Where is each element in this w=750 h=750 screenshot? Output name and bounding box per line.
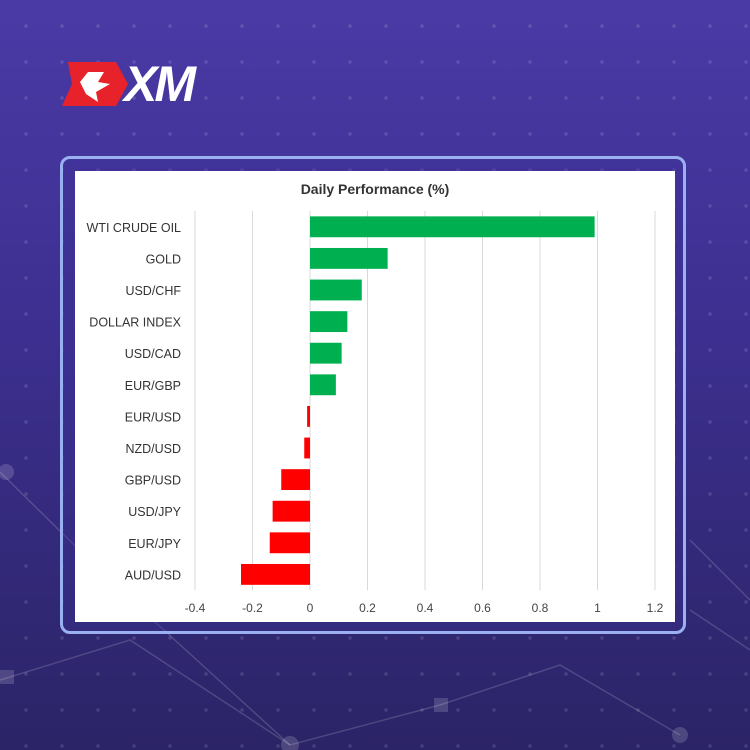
bar [310, 216, 595, 238]
bar [310, 342, 342, 364]
bar [269, 532, 310, 554]
bar [272, 500, 310, 522]
bar [310, 374, 336, 396]
x-tick-label: 0 [307, 601, 314, 615]
category-label: GBP/USD [125, 474, 181, 488]
x-tick-label: 0.2 [359, 601, 376, 615]
category-label: GOLD [146, 252, 181, 266]
chart-area: Daily Performance (%) -0.4 -0.2 0 0.2 0.4 0.6… [75, 171, 675, 622]
category-label: EUR/JPY [128, 537, 181, 551]
category-label: WTI CRUDE OIL [87, 221, 181, 235]
category-label: EUR/USD [125, 410, 181, 424]
category-label: DOLLAR INDEX [89, 316, 181, 330]
chart-title: Daily Performance (%) [300, 181, 450, 197]
xm-logo-mark-icon [62, 62, 128, 106]
x-tick-label: 0.8 [532, 601, 549, 615]
bar [241, 563, 310, 585]
category-label: NZD/USD [125, 442, 181, 456]
category-label: USD/CHF [125, 284, 181, 298]
xm-logo-text: XM [124, 56, 196, 112]
bar [281, 469, 310, 491]
category-label: USD/CAD [125, 347, 181, 361]
x-tick-label: -0.4 [185, 601, 206, 615]
x-tick-label: -0.2 [242, 601, 263, 615]
x-tick-label: 1 [594, 601, 601, 615]
bar [310, 311, 348, 333]
category-label: EUR/GBP [125, 379, 181, 393]
category-label: AUD/USD [125, 568, 181, 582]
bar-chart: -0.4 -0.2 0 0.2 0.4 0.6 0.8 1 1.2 WTI CRUDE OIL GO… [87, 211, 664, 615]
bar [304, 437, 310, 459]
x-tick-label: 0.6 [474, 601, 491, 615]
category-label: USD/JPY [128, 505, 181, 519]
bar [310, 279, 362, 301]
bar [307, 405, 310, 427]
x-tick-label: 1.2 [647, 601, 664, 615]
xm-logo: XM [58, 56, 238, 112]
bar [310, 247, 388, 269]
x-tick-label: 0.4 [417, 601, 434, 615]
